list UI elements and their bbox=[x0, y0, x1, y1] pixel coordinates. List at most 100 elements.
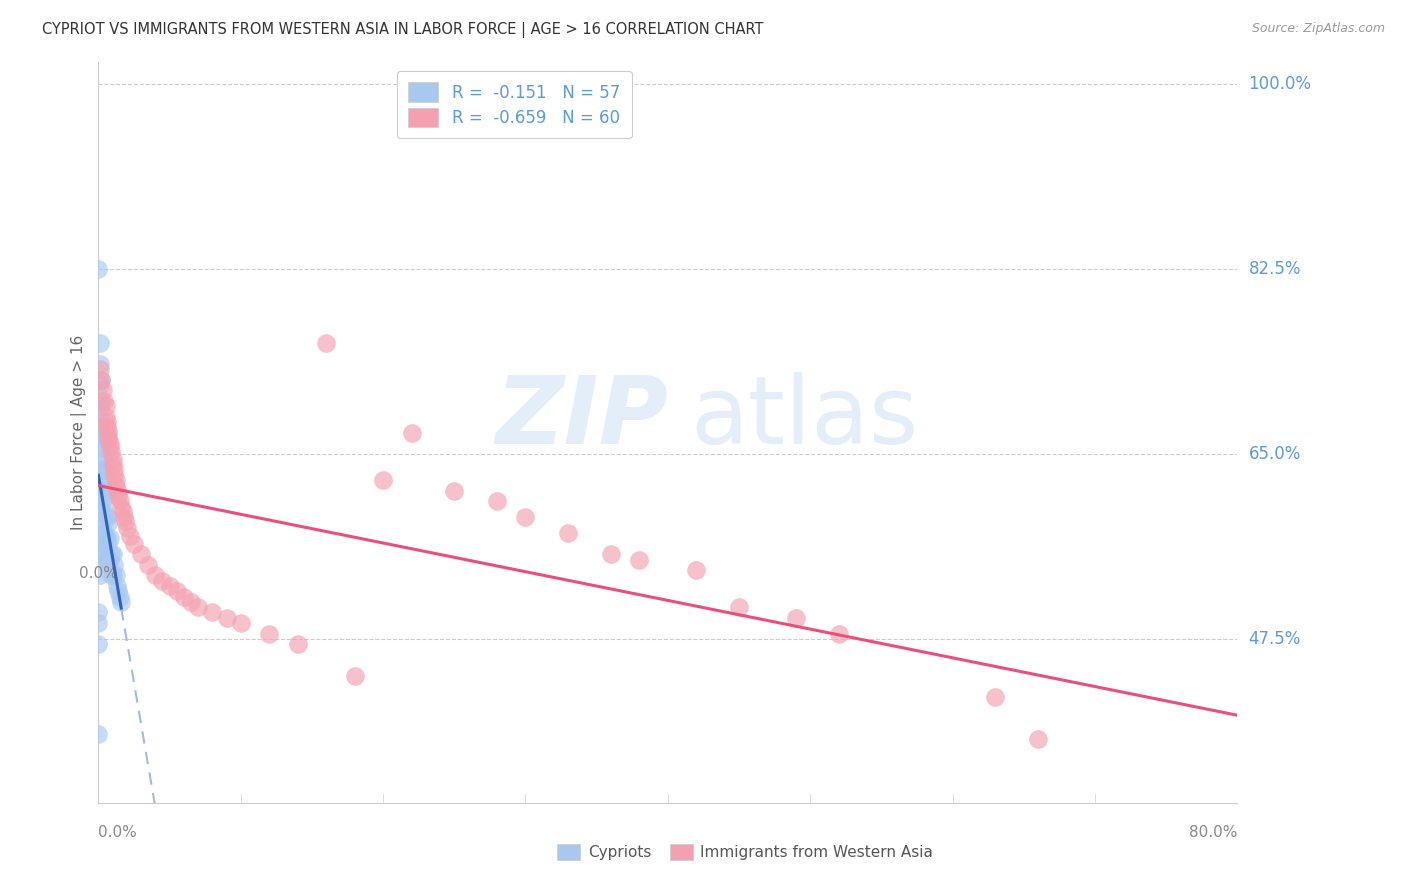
Point bbox=[93, 483, 115, 498]
Point bbox=[401, 425, 423, 440]
Point bbox=[98, 532, 121, 546]
Text: 100.0%: 100.0% bbox=[1249, 75, 1312, 93]
Point bbox=[728, 600, 751, 615]
Point bbox=[89, 399, 111, 413]
Point bbox=[101, 458, 124, 472]
Point bbox=[101, 547, 124, 561]
Point bbox=[105, 483, 128, 497]
Point bbox=[94, 409, 117, 424]
Point bbox=[129, 547, 152, 561]
Text: 82.5%: 82.5% bbox=[1249, 260, 1301, 277]
Point bbox=[215, 611, 238, 625]
Point bbox=[557, 526, 579, 541]
Point bbox=[93, 547, 115, 561]
Point bbox=[89, 378, 111, 392]
Point bbox=[90, 373, 112, 387]
Point bbox=[89, 357, 111, 371]
Point bbox=[91, 537, 114, 551]
Point bbox=[89, 526, 111, 541]
Point bbox=[93, 462, 115, 476]
Point bbox=[259, 626, 281, 640]
Point bbox=[515, 510, 537, 524]
Point bbox=[91, 494, 114, 508]
Point bbox=[103, 461, 125, 475]
Point bbox=[114, 515, 136, 529]
Point bbox=[91, 452, 114, 467]
Point bbox=[93, 393, 115, 408]
Point bbox=[96, 415, 118, 429]
Point bbox=[343, 669, 366, 683]
Point bbox=[173, 590, 195, 604]
Point bbox=[90, 500, 112, 514]
Point bbox=[287, 637, 309, 651]
Point bbox=[97, 432, 120, 446]
Text: Source: ZipAtlas.com: Source: ZipAtlas.com bbox=[1251, 22, 1385, 36]
Point bbox=[94, 532, 117, 546]
Point bbox=[93, 526, 115, 541]
Point bbox=[97, 516, 120, 530]
Point bbox=[1026, 732, 1049, 747]
Point bbox=[112, 510, 135, 524]
Point bbox=[107, 584, 129, 599]
Text: 80.0%: 80.0% bbox=[1189, 825, 1237, 840]
Point bbox=[100, 547, 122, 561]
Point bbox=[97, 427, 120, 442]
Point bbox=[373, 473, 395, 487]
Point bbox=[91, 384, 114, 398]
Point bbox=[101, 568, 124, 582]
Point bbox=[87, 615, 110, 630]
Point bbox=[97, 558, 120, 572]
Point bbox=[105, 579, 128, 593]
Point bbox=[785, 611, 807, 625]
Point bbox=[93, 505, 115, 519]
Point bbox=[96, 420, 118, 434]
Point bbox=[104, 478, 127, 492]
Point bbox=[97, 424, 120, 438]
Point bbox=[91, 473, 114, 487]
Point bbox=[111, 504, 134, 518]
Point bbox=[98, 441, 121, 455]
Point bbox=[94, 510, 117, 524]
Point bbox=[628, 552, 651, 566]
Point bbox=[90, 458, 112, 472]
Point bbox=[315, 335, 337, 350]
Point bbox=[94, 489, 117, 503]
Point bbox=[201, 606, 224, 620]
Point bbox=[89, 568, 111, 582]
Point bbox=[122, 537, 145, 551]
Point bbox=[685, 563, 707, 577]
Point bbox=[118, 529, 141, 543]
Point bbox=[90, 393, 112, 408]
Point bbox=[229, 615, 252, 630]
Point bbox=[104, 568, 127, 582]
Point bbox=[90, 415, 112, 429]
Point bbox=[110, 500, 132, 514]
Point bbox=[90, 373, 112, 387]
Point bbox=[108, 590, 131, 604]
Point bbox=[486, 494, 509, 508]
Point bbox=[96, 532, 118, 546]
Point bbox=[87, 637, 110, 651]
Legend: Cypriots, Immigrants from Western Asia: Cypriots, Immigrants from Western Asia bbox=[551, 838, 939, 866]
Point bbox=[110, 595, 132, 609]
Point bbox=[87, 261, 110, 276]
Point bbox=[89, 442, 111, 456]
Text: atlas: atlas bbox=[690, 372, 920, 464]
Point bbox=[89, 420, 111, 434]
Point bbox=[600, 547, 623, 561]
Point bbox=[136, 558, 159, 572]
Point bbox=[103, 467, 125, 482]
Y-axis label: In Labor Force | Age > 16: In Labor Force | Age > 16 bbox=[72, 335, 87, 530]
Point bbox=[108, 493, 131, 508]
Text: 65.0%: 65.0% bbox=[1249, 445, 1301, 463]
Point bbox=[89, 335, 111, 350]
Point bbox=[443, 483, 465, 498]
Legend: R =  -0.151   N = 57, R =  -0.659   N = 60: R = -0.151 N = 57, R = -0.659 N = 60 bbox=[396, 70, 631, 138]
Point bbox=[89, 362, 111, 376]
Point bbox=[100, 568, 122, 582]
Point bbox=[91, 516, 114, 530]
Point bbox=[115, 521, 138, 535]
Point bbox=[159, 579, 181, 593]
Point bbox=[97, 537, 120, 551]
Point bbox=[98, 552, 121, 566]
